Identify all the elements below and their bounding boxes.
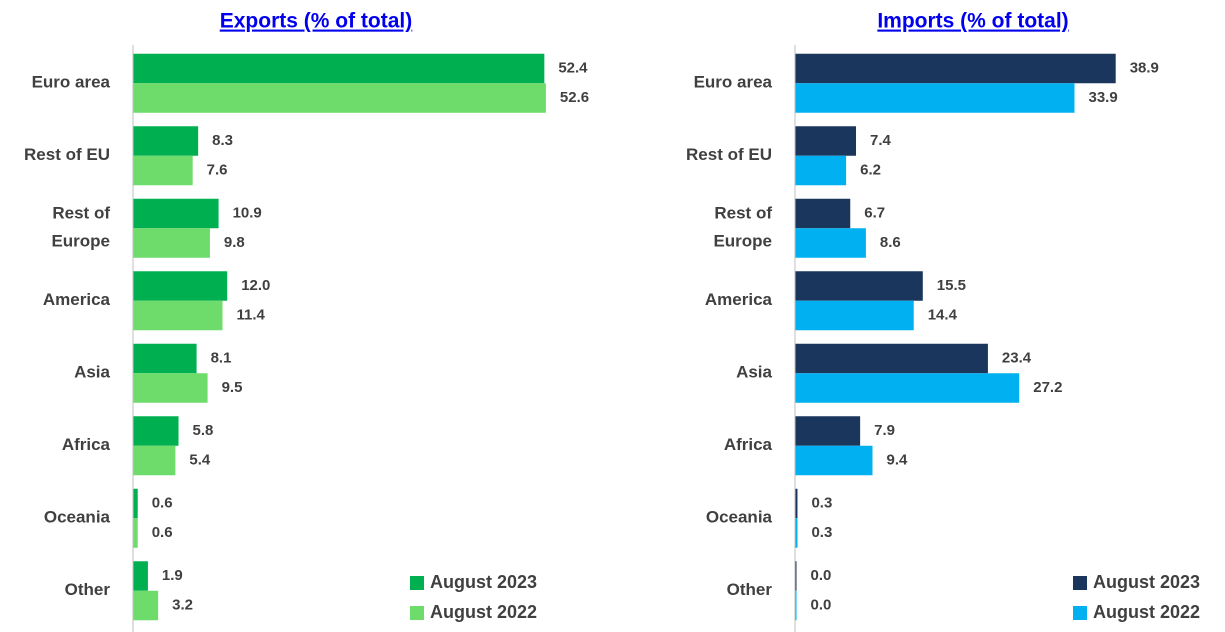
bar: [133, 445, 176, 476]
value-label: 8.1: [211, 349, 232, 366]
category-label-line: Rest of: [714, 204, 772, 223]
bar: [795, 228, 866, 258]
bar: [133, 488, 138, 519]
legend-swatch: [1073, 576, 1087, 590]
bar: [133, 271, 228, 301]
value-label: 6.7: [864, 204, 885, 221]
value-label: 0.0: [811, 596, 832, 613]
value-label: 12.0: [241, 277, 270, 294]
category-label: Africa: [724, 435, 773, 454]
category-label: America: [705, 290, 773, 309]
value-label: 0.6: [152, 524, 173, 541]
bar: [133, 561, 148, 591]
value-label: 9.8: [224, 234, 245, 251]
bar: [795, 198, 851, 229]
bar: [795, 561, 797, 591]
bar: [795, 271, 923, 301]
bar: [795, 445, 873, 476]
value-label: 33.9: [1088, 89, 1117, 106]
bar: [133, 126, 199, 156]
bar: [133, 373, 208, 403]
value-label: 7.9: [874, 422, 895, 439]
bar: [133, 518, 138, 548]
value-label: 9.5: [222, 379, 243, 396]
value-label: 52.4: [558, 59, 588, 76]
value-label: 27.2: [1033, 379, 1062, 396]
category-label: Other: [727, 580, 773, 599]
value-label: 0.6: [152, 494, 173, 511]
category-label: Other: [65, 580, 111, 599]
bar: [795, 373, 1020, 403]
bar: [795, 416, 861, 446]
value-label: 7.4: [870, 132, 892, 149]
bar: [133, 198, 219, 229]
chart-title: Exports (% of total): [220, 10, 413, 33]
value-label: 0.0: [811, 567, 832, 584]
bar: [795, 83, 1075, 113]
category-label: Rest of Europe: [51, 204, 110, 251]
category-label: Africa: [62, 435, 111, 454]
category-label: Asia: [74, 363, 110, 382]
value-label: 10.9: [233, 204, 262, 221]
bar: [133, 590, 159, 621]
value-label: 9.4: [886, 451, 908, 468]
legend-label: August 2022: [1093, 602, 1200, 622]
legend-swatch: [410, 576, 424, 590]
bar: [795, 590, 797, 621]
bar: [133, 228, 210, 258]
legend-label: August 2022: [430, 602, 537, 622]
value-label: 1.9: [162, 567, 183, 584]
value-label: 8.6: [880, 234, 901, 251]
value-label: 0.3: [811, 524, 832, 541]
legend-label: August 2023: [1093, 572, 1200, 592]
category-label: Oceania: [44, 508, 111, 527]
bar: [795, 518, 798, 548]
value-label: 11.4: [236, 306, 265, 323]
category-label: Euro area: [694, 73, 773, 92]
bar: [133, 155, 193, 186]
bar: [795, 300, 914, 331]
value-label: 7.6: [207, 161, 228, 178]
value-label: 52.6: [560, 89, 589, 106]
bar: [795, 488, 798, 519]
bar: [795, 155, 847, 186]
value-label: 14.4: [928, 306, 958, 323]
value-label: 38.9: [1130, 59, 1159, 76]
category-label-line: Europe: [713, 232, 772, 251]
category-label: Rest of Europe: [713, 204, 772, 251]
value-label: 8.3: [212, 132, 233, 149]
value-label: 23.4: [1002, 349, 1032, 366]
category-label: Rest of EU: [686, 145, 772, 164]
chart-title: Imports (% of total): [877, 10, 1068, 33]
value-label: 3.2: [172, 596, 193, 613]
category-label: America: [43, 290, 111, 309]
legend-swatch: [410, 606, 424, 620]
legend-label: August 2023: [430, 572, 537, 592]
value-label: 5.4: [189, 451, 211, 468]
category-label: Rest of EU: [24, 145, 110, 164]
value-label: 5.8: [193, 422, 214, 439]
value-label: 0.3: [811, 494, 832, 511]
bar: [795, 343, 988, 374]
category-label: Oceania: [706, 508, 773, 527]
bar: [133, 53, 545, 84]
bar: [795, 53, 1116, 84]
category-label: Asia: [736, 363, 772, 382]
bar: [133, 416, 179, 446]
bar: [133, 83, 546, 113]
value-label: 15.5: [937, 277, 966, 294]
bar: [133, 300, 223, 331]
category-label: Euro area: [32, 73, 111, 92]
category-label-line: Rest of: [52, 204, 110, 223]
legend-swatch: [1073, 606, 1087, 620]
bar: [795, 126, 857, 156]
bar: [133, 343, 197, 374]
category-label-line: Europe: [51, 232, 110, 251]
value-label: 6.2: [860, 161, 881, 178]
